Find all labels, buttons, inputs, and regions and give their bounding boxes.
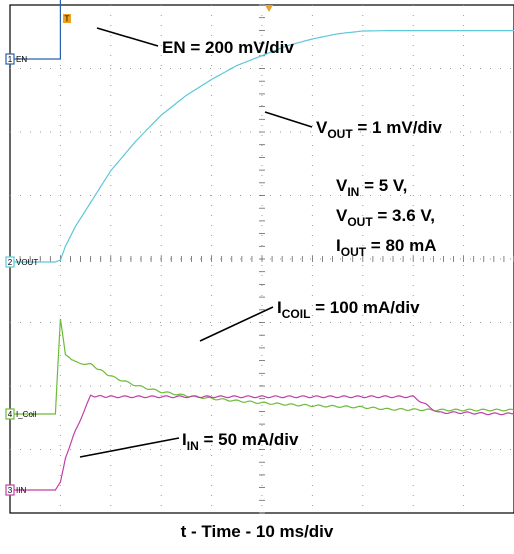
waveform-traces [10, 0, 514, 491]
en-scale-label: EN = 200 mV/div [162, 38, 294, 57]
channel-number-box [5, 256, 15, 268]
channel-tags: 1 EN 2 VOUT 4 I_Coil 3 IIN [5, 53, 38, 496]
channel-number: 3 [8, 486, 13, 495]
channel-name: IIN [16, 486, 26, 495]
trace-vout [10, 30, 514, 263]
conditions-block: VIN = 5 V, VOUT = 3.6 V, IOUT = 80 mA [336, 176, 436, 259]
vin-condition: VIN = 5 V, [336, 176, 407, 199]
trigger-marker: T [63, 14, 71, 24]
channel-number-box [5, 53, 15, 65]
channel-number-box [5, 484, 15, 496]
channel-name: I_Coil [16, 410, 37, 419]
graticule [9, 4, 514, 514]
channel-number: 4 [8, 410, 13, 419]
channel-number: 2 [8, 258, 13, 267]
channel-number: 1 [8, 55, 13, 64]
channel-tag-3: 3 IIN [5, 484, 26, 496]
trace-icoil [10, 318, 514, 415]
vout-condition: VOUT = 3.6 V, [336, 206, 435, 229]
channel-name: EN [16, 55, 27, 64]
channel-name: VOUT [16, 258, 38, 267]
svg-text:T: T [65, 15, 70, 24]
channel-number-box [5, 408, 15, 420]
channel-tag-1: 1 EN [5, 53, 27, 65]
channel-tag-4: 4 I_Coil [5, 408, 37, 420]
icoil-scale-label: ICOIL = 100 mA/div [277, 298, 420, 321]
trace-iin [10, 394, 514, 491]
time-offset-marker [265, 5, 273, 12]
iin-scale-label: IIN = 50 mA/div [182, 430, 299, 453]
channel-tag-2: 2 VOUT [5, 256, 38, 268]
annotation-leaders [79, 27, 313, 458]
vout-scale-label: VOUT = 1 mV/div [316, 118, 443, 141]
iout-condition: IOUT = 80 mA [336, 236, 436, 259]
x-axis-label: t - Time - 10 ms/div [180, 522, 334, 541]
